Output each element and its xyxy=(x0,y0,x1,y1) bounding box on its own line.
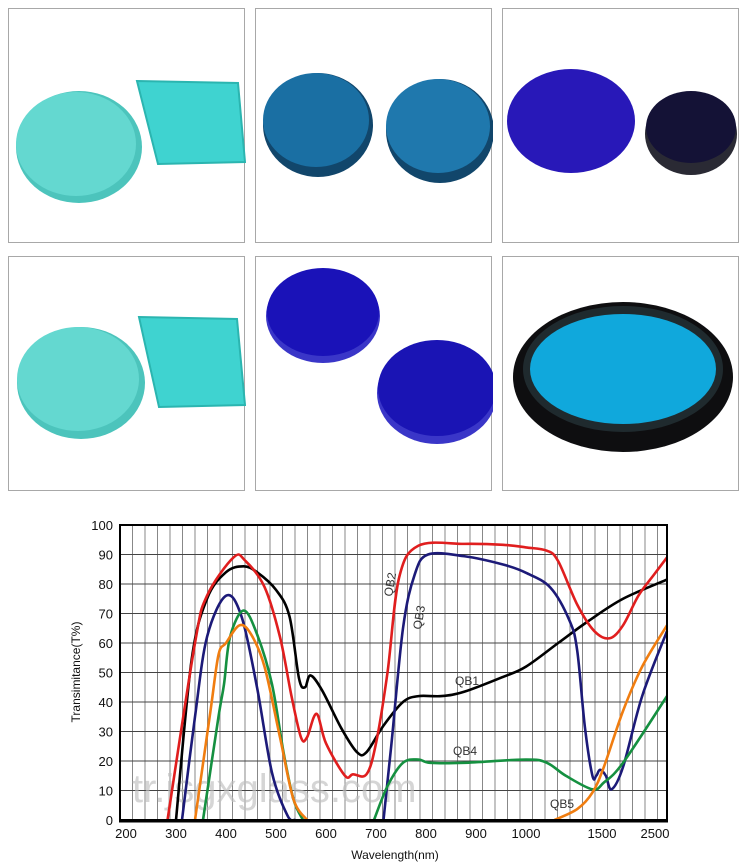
series-label-qb2: QB2 xyxy=(381,571,399,597)
series-line-qb2 xyxy=(166,541,669,821)
series-label-qb3: QB3 xyxy=(410,604,428,630)
y-tick-label: 0 xyxy=(106,813,113,828)
y-tick-label: 80 xyxy=(99,577,113,592)
x-tick-label: 900 xyxy=(465,826,487,841)
series-line-qb3 xyxy=(382,551,669,821)
deep-blue-filter-photo xyxy=(266,268,493,444)
y-tick-label: 60 xyxy=(99,636,113,651)
x-tick-label: 400 xyxy=(215,826,237,841)
cyan-filter-photo xyxy=(16,79,246,203)
y-tick-label: 40 xyxy=(99,695,113,710)
y-axis-label: Transimitance(T%) xyxy=(69,622,83,723)
photo-panel-4 xyxy=(8,256,246,491)
x-axis-label: Wavelength(nm) xyxy=(351,848,439,862)
series-label-qb5: QB5 xyxy=(550,797,574,811)
blue-filter-photo xyxy=(263,73,493,183)
y-tick-label: 90 xyxy=(99,548,113,563)
photo-panel-6 xyxy=(502,256,739,491)
x-tick-label: 2500 xyxy=(641,826,670,841)
y-tick-label: 50 xyxy=(99,666,113,681)
photo-panel-5 xyxy=(255,256,493,491)
series-line-qb5 xyxy=(553,624,669,822)
y-tick-label: 30 xyxy=(99,725,113,740)
series-line-qb4 xyxy=(372,695,669,821)
x-tick-label: 500 xyxy=(265,826,287,841)
x-tick-label: 200 xyxy=(115,826,137,841)
violet-filter-photo xyxy=(507,69,737,175)
photo-panel-2 xyxy=(255,8,493,243)
chart-series xyxy=(166,541,669,822)
series-label-qb1: QB1 xyxy=(455,674,479,688)
series-line-qb1 xyxy=(174,565,668,821)
cyan-filter-photo xyxy=(17,315,246,439)
mounted-filter-photo xyxy=(513,302,733,452)
y-tick-label: 10 xyxy=(99,784,113,799)
photo-panel-1 xyxy=(8,8,246,243)
y-tick-label: 70 xyxy=(99,607,113,622)
x-tick-label: 800 xyxy=(415,826,437,841)
x-tick-label: 300 xyxy=(165,826,187,841)
photo-panel-3 xyxy=(502,8,739,243)
y-tick-label: 20 xyxy=(99,754,113,769)
series-line-qb5 xyxy=(193,623,309,821)
x-tick-label: 1000 xyxy=(512,826,541,841)
series-label-qb4: QB4 xyxy=(453,744,477,758)
series-line-qb3 xyxy=(180,593,296,822)
x-tick-label: 700 xyxy=(365,826,387,841)
y-tick-label: 100 xyxy=(91,518,113,533)
x-tick-label: 1500 xyxy=(588,826,617,841)
x-tick-label: 600 xyxy=(315,826,337,841)
